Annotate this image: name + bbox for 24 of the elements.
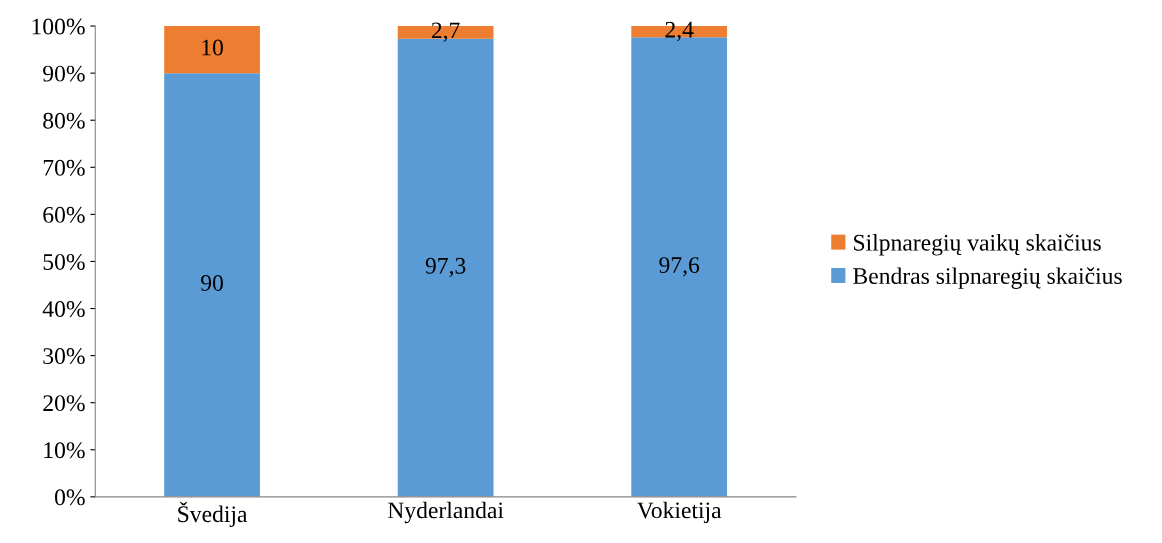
y-tick-label: 10%	[44, 442, 85, 459]
y-tick-label: 40%	[42, 301, 85, 318]
x-tick-label: Vokietija	[637, 501, 722, 524]
data-label: 10	[202, 39, 223, 56]
data-label: 97,3	[425, 257, 466, 278]
legend-label: Bendras silpnaregių skaičius	[853, 267, 1122, 289]
y-tick-label: 60%	[43, 206, 85, 223]
legend-label: Silpnaregių vaikų skaičius	[854, 234, 1101, 256]
data-label: 2,7	[431, 22, 460, 42]
data-label: 90	[201, 274, 223, 291]
data-label: 2,4	[665, 21, 694, 42]
x-tick-label: Nyderlandai	[387, 501, 504, 524]
y-tick-label: 100%	[32, 18, 85, 35]
y-tick-label: 50%	[43, 253, 85, 270]
y-tick-label: 90%	[43, 65, 85, 82]
y-tick-label: 0%	[54, 489, 85, 506]
y-tick-label: 30%	[43, 348, 85, 365]
x-tick-label: Švedija	[178, 501, 248, 527]
y-tick-label: 70%	[43, 159, 85, 176]
y-tick-label: 20%	[43, 395, 85, 412]
y-tick-label: 80%	[43, 112, 85, 129]
bar	[164, 73, 260, 497]
bar	[164, 26, 260, 74]
data-label: 97,6	[659, 257, 700, 277]
